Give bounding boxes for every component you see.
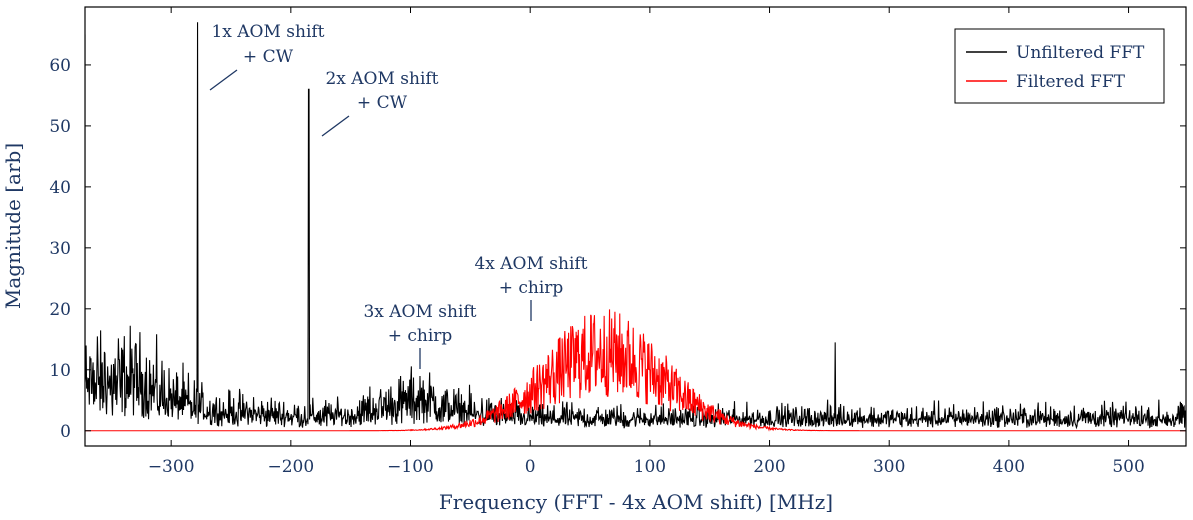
series-unfiltered-line [85, 22, 1186, 430]
annotation-line1: 4x AOM shift [474, 254, 587, 274]
y-tick-label: 0 [60, 422, 71, 442]
y-tick-label: 10 [49, 361, 71, 381]
annotation-pointer [321, 115, 350, 137]
series-layer [85, 22, 1186, 432]
y-tick-label: 50 [49, 117, 71, 137]
y-tick-label: 60 [49, 56, 71, 76]
x-tick-label: 100 [634, 457, 666, 477]
legend-box [954, 28, 1165, 104]
series-filtered-line [85, 309, 1186, 432]
x-tick-label: 300 [873, 457, 905, 477]
annotation-line2: + chirp [499, 278, 564, 298]
ticks-layer: −300 −200 −100 0 100 200 300 400 500 0 10 20 30 40 50 6… [49, 7, 1186, 477]
annotation-line1: 3x AOM shift [363, 302, 476, 322]
legend: Unfiltered FFT Filtered FFT [954, 28, 1165, 104]
annotations-layer: 1x AOM shift + CW 2x AOM shift + CW 3x AOM s… [209, 22, 588, 369]
x-tick-label: 0 [525, 457, 536, 477]
x-tick-label: −100 [387, 457, 434, 477]
x-tick-label: −300 [148, 457, 195, 477]
annotation-pointer [209, 69, 238, 91]
y-tick-label: 20 [49, 300, 71, 320]
y-tick-label: 30 [49, 239, 71, 259]
annotation-line1: 2x AOM shift [325, 69, 438, 89]
x-tick-label: 200 [753, 457, 785, 477]
y-tick-label: 40 [49, 178, 71, 198]
x-axis-label: Frequency (FFT - 4x AOM shift) [MHz] [439, 490, 833, 514]
annotation-line1: 1x AOM shift [211, 22, 324, 42]
x-tick-label: 500 [1112, 457, 1144, 477]
legend-label-unfiltered: Unfiltered FFT [1016, 43, 1145, 63]
annotation-line2: + CW [357, 93, 408, 113]
annotation-line2: + chirp [388, 326, 453, 346]
x-tick-label: −200 [267, 457, 314, 477]
plot-frame [84, 6, 1187, 447]
legend-label-filtered: Filtered FFT [1016, 72, 1126, 92]
x-tick-label: 400 [993, 457, 1025, 477]
annotation-line2: + CW [243, 47, 294, 67]
y-axis-label: Magnitude [arb] [1, 143, 25, 309]
